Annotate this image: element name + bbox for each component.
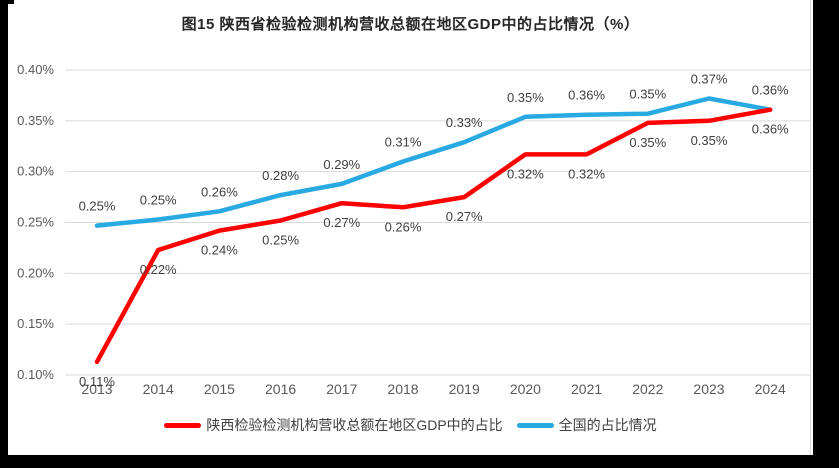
chart-title: 图15 陕西省检验检测机构营收总额在地区GDP中的占比情况（%） [181,16,640,33]
line-chart: 0.40% 0.35% 0.30% 0.25% 0.20% 0.15% 0.10% 2013 2… [17,62,810,397]
data-label: 0.32% [507,166,544,181]
data-label: 0.22% [140,262,177,277]
data-label: 0.25% [79,199,116,214]
x-tick-label: 2022 [632,381,663,397]
data-label: 0.35% [629,135,666,150]
data-label: 0.37% [691,71,728,86]
data-label: 0.25% [140,192,177,207]
x-tick-label: 2017 [326,381,357,397]
series-line [94,96,773,228]
legend-label-national: 全国的占比情况 [558,417,657,433]
data-label: 0.25% [262,232,299,247]
y-tick-label: 0.30% [17,164,54,179]
y-tick-label: 0.35% [17,113,54,128]
data-label: 0.33% [446,115,483,130]
data-label: 0.36% [752,122,789,137]
legend-item-shaanxi: 陕西检验检测机构营收总额在地区GDP中的占比 [164,415,503,435]
x-tick-label: 2018 [387,381,418,397]
data-label: 0.27% [446,209,483,224]
x-tick-label: 2014 [143,381,174,397]
data-label: 0.36% [752,83,789,98]
data-label: 0.35% [507,90,544,105]
legend-label-shaanxi: 陕西检验检测机构营收总额在地区GDP中的占比 [206,417,503,433]
scan-artifact-mark [0,0,14,4]
data-label: 0.11% [79,374,115,389]
x-tick-label: 2015 [204,381,235,397]
data-label: 0.36% [568,88,605,103]
y-tick-label: 0.40% [17,62,54,77]
data-label: 0.28% [262,168,299,183]
y-tick-label: 0.20% [17,265,54,280]
y-tick-label: 0.25% [17,215,54,230]
data-label: 0.26% [201,184,238,199]
data-label: 0.31% [385,135,422,150]
y-tick-label: 0.10% [17,367,54,382]
data-label: 0.35% [629,87,666,102]
document-sheet: 图15 陕西省检验检测机构营收总额在地区GDP中的占比情况（%） 0.40% 0.… [8,0,813,455]
y-tick-label: 0.15% [17,316,54,331]
x-tick-label: 2020 [510,381,541,397]
data-label: 0.35% [691,133,728,148]
x-tick-label: 2024 [755,381,786,397]
legend-item-national: 全国的占比情况 [516,415,657,435]
x-tick-label: 2016 [265,381,296,397]
chart-frame-border [810,0,811,455]
legend-swatch-red-line-icon [164,422,202,428]
x-tick-label: 2023 [693,381,724,397]
series-line [94,107,773,365]
data-label: 0.24% [201,243,238,258]
x-tick-label: 2019 [449,381,480,397]
data-label: 0.27% [323,215,360,230]
data-label: 0.26% [385,219,422,234]
data-label: 0.32% [568,166,605,181]
x-tick-label: 2013 [81,381,112,397]
legend-swatch-blue-line-icon [516,422,554,428]
chart-legend: 陕西检验检测机构营收总额在地区GDP中的占比 全国的占比情况 [8,413,813,437]
data-label: 0.29% [323,157,360,172]
x-tick-label: 2021 [571,381,602,397]
